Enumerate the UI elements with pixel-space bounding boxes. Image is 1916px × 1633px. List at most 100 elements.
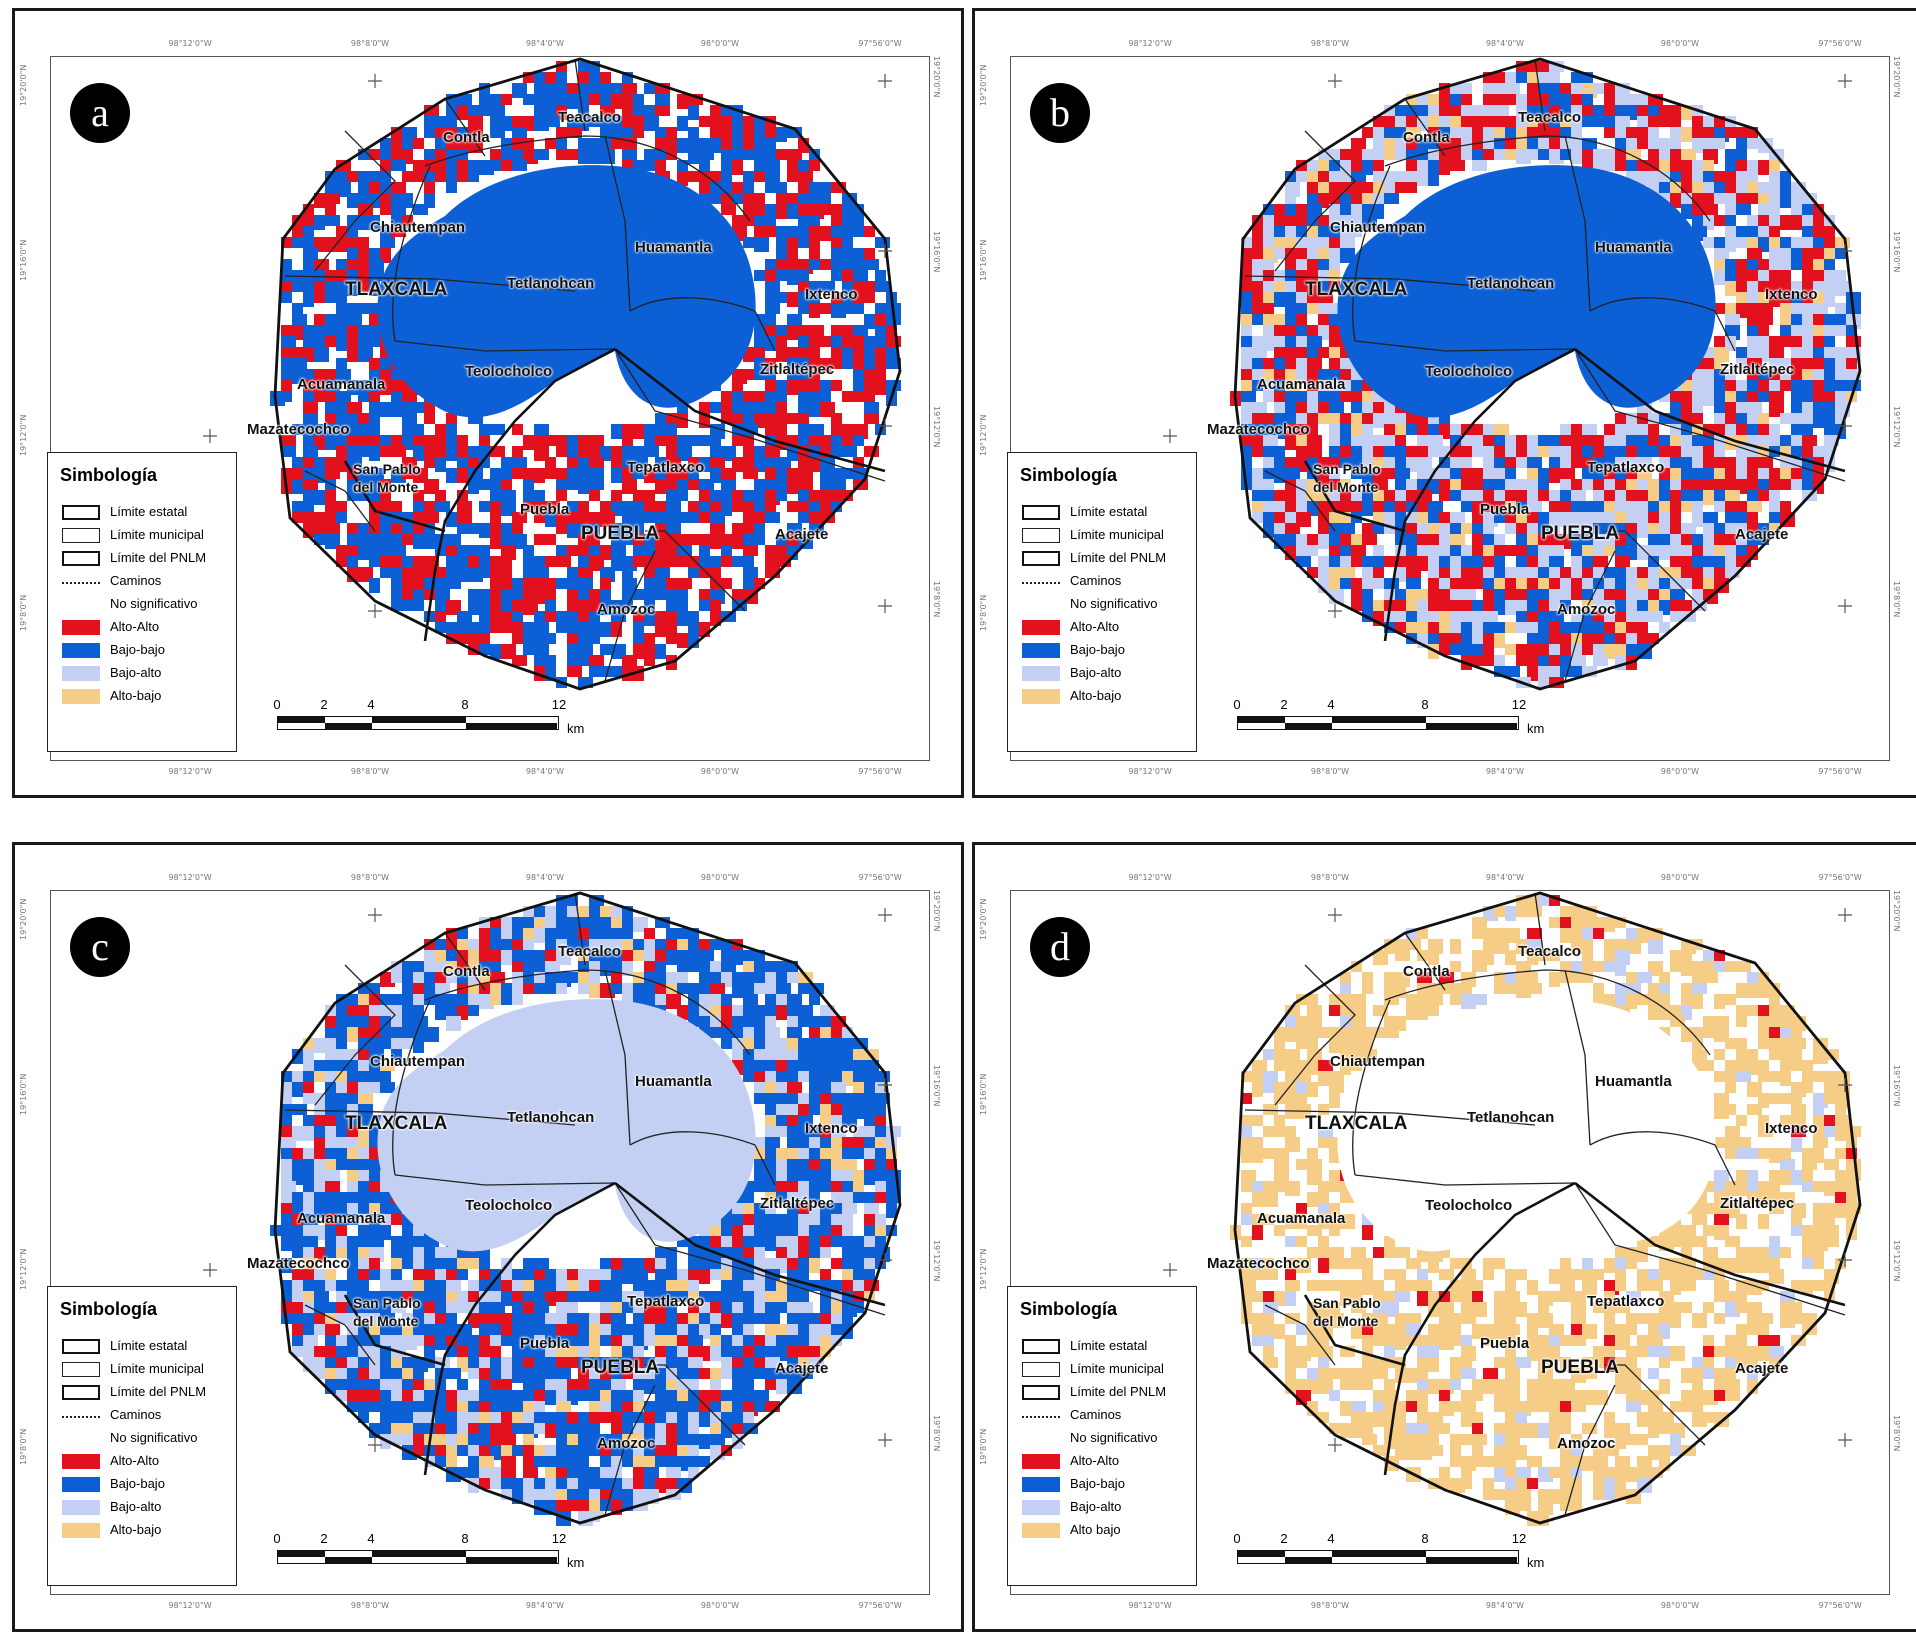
cluster-cell: [875, 369, 886, 384]
cluster-cell: [1373, 446, 1388, 457]
cluster-cell: [501, 1456, 516, 1467]
cluster-cell: [556, 435, 571, 446]
cluster-cell: [743, 446, 754, 457]
cluster-cell: [281, 1280, 292, 1295]
cluster-cell: [369, 1082, 384, 1093]
cluster-cell: [721, 1401, 732, 1416]
lisa-map: [203, 891, 902, 1526]
cluster-cell: [787, 171, 798, 182]
park-boundary: [1233, 57, 1862, 691]
cluster-cell: [567, 1379, 578, 1390]
cluster-cell: [1384, 171, 1395, 182]
cluster-cell: [435, 138, 450, 149]
cluster-cell: [1505, 457, 1520, 468]
cluster-cell: [523, 138, 534, 149]
cluster-cell: [468, 127, 483, 138]
cluster-cell: [732, 1357, 747, 1368]
cluster-cell: [457, 1269, 468, 1280]
cluster-cell: [457, 556, 468, 571]
municipal-limit: [604, 550, 656, 682]
cluster-cell: [842, 358, 853, 369]
cluster-cell: [1527, 490, 1538, 501]
cluster-cell: [1318, 182, 1329, 197]
cluster-cell: [391, 182, 406, 193]
cluster-cell: [347, 1181, 362, 1192]
cluster-cell: [1725, 490, 1740, 501]
cluster-cell: [688, 1324, 703, 1335]
cluster-cell: [1538, 105, 1553, 116]
cluster-cell: [1626, 994, 1637, 1009]
cluster-cell: [831, 1148, 842, 1163]
cluster-cell: [578, 600, 589, 615]
cluster-cell: [413, 1291, 424, 1306]
cluster-cell: [798, 138, 809, 153]
cluster-cell: [798, 1368, 813, 1379]
cluster-cell: [798, 1192, 809, 1207]
cluster-cell: [413, 1027, 424, 1042]
cluster-cell: [666, 1302, 677, 1317]
cluster-cell: [1758, 336, 1769, 347]
cluster-cell: [556, 1434, 567, 1449]
cluster-cell: [413, 1258, 424, 1269]
cluster-cell: [424, 994, 439, 1005]
cluster-cell: [369, 1115, 384, 1126]
cluster-cell: [545, 600, 556, 611]
cluster-cell: [875, 1192, 890, 1203]
cluster-cell: [809, 490, 824, 501]
cluster-cell: [633, 1357, 644, 1372]
cluster-cell: [1505, 72, 1520, 83]
cluster-cell: [1703, 380, 1714, 391]
cluster-cell: [523, 1357, 538, 1368]
cluster-cell: [875, 358, 886, 373]
cluster-cell: [1593, 435, 1604, 446]
cluster-cell: [1648, 983, 1659, 994]
cluster-cell: [292, 1280, 307, 1291]
cluster-cell: [1406, 622, 1421, 633]
cluster-cell: [303, 204, 314, 215]
cluster-cell: [369, 380, 384, 391]
cluster-cell: [809, 435, 824, 446]
cluster-cell: [490, 983, 501, 994]
cluster-cell: [1538, 545, 1553, 556]
cluster-cell: [534, 1368, 545, 1383]
cluster-cell: [809, 1181, 820, 1192]
cluster-cell: [556, 906, 571, 917]
cluster-cell: [1527, 138, 1538, 149]
cluster-cell: [446, 622, 457, 633]
cluster-cell: [809, 424, 824, 435]
cluster-cell: [1296, 204, 1307, 215]
cluster-cell: [1626, 446, 1637, 457]
cluster-cell: [545, 534, 556, 545]
cluster-cell: [413, 424, 424, 435]
cluster-cell: [314, 1346, 329, 1357]
cluster-cell: [369, 1071, 380, 1082]
cluster-cell: [1681, 479, 1692, 490]
cluster-cell: [424, 1456, 439, 1467]
cluster-cell: [655, 1423, 666, 1434]
cluster-cell: [655, 512, 666, 527]
cluster-cell: [578, 1346, 593, 1357]
cluster-cell: [853, 1137, 864, 1148]
municipal-limit: [314, 964, 396, 1106]
cluster-cell: [1681, 523, 1696, 534]
cluster-cell: [435, 622, 446, 633]
cluster-cell: [1681, 567, 1692, 578]
cluster-cell: [787, 237, 802, 248]
cluster-cell: [1670, 512, 1681, 523]
cluster-cell: [644, 655, 655, 666]
cluster-cell: [281, 1093, 292, 1104]
cluster-cell: [589, 939, 604, 950]
scale-tick: 12: [551, 1531, 567, 1546]
cluster-cell: [666, 983, 681, 994]
cluster-cell: [1340, 490, 1351, 505]
cluster-cell: [633, 1324, 644, 1335]
cluster-cell: [435, 983, 450, 994]
cluster-cell: [886, 336, 901, 347]
cluster-cell: [589, 1379, 600, 1390]
cluster-cell: [1681, 402, 1692, 417]
cluster-cell: [622, 917, 633, 932]
cluster-cell: [765, 1401, 780, 1412]
cluster-cell: [765, 961, 780, 972]
cluster-cell: [1263, 479, 1274, 490]
cluster-cell: [842, 1203, 857, 1214]
